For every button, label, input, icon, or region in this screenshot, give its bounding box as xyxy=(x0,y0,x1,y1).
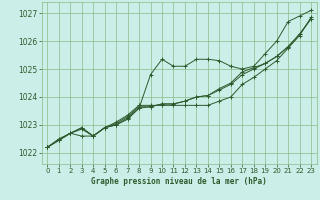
X-axis label: Graphe pression niveau de la mer (hPa): Graphe pression niveau de la mer (hPa) xyxy=(91,177,267,186)
